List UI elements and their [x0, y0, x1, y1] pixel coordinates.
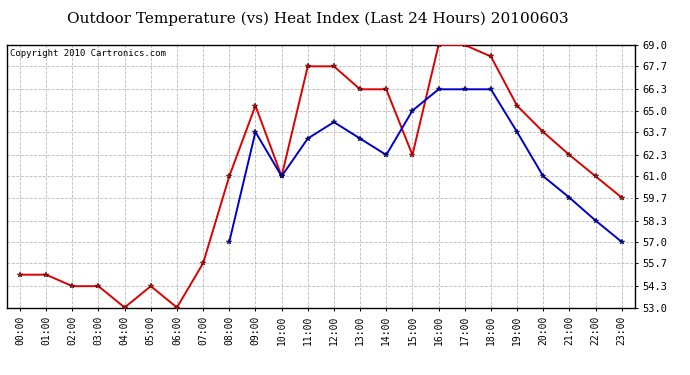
- Text: Copyright 2010 Cartronics.com: Copyright 2010 Cartronics.com: [10, 49, 166, 58]
- Text: Outdoor Temperature (vs) Heat Index (Last 24 Hours) 20100603: Outdoor Temperature (vs) Heat Index (Las…: [67, 11, 568, 26]
